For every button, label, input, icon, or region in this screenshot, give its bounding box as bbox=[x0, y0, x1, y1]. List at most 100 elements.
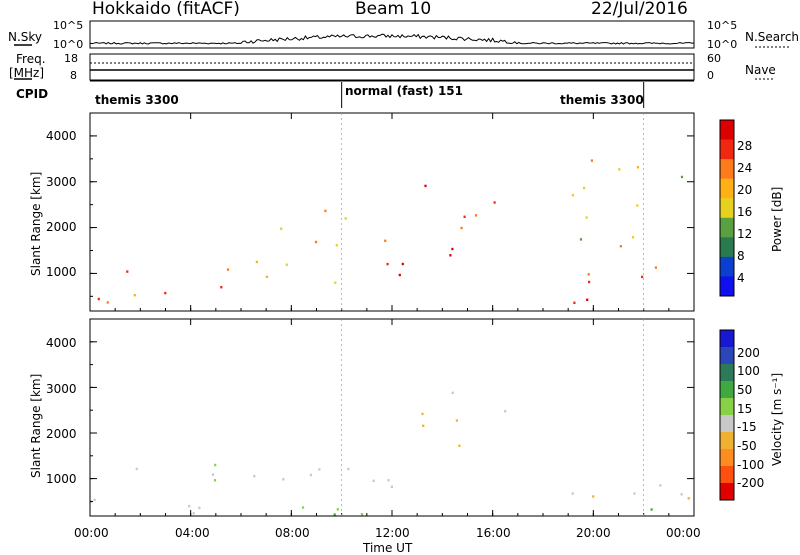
data-cell bbox=[636, 166, 639, 169]
data-cell bbox=[619, 245, 622, 248]
velocity-cbar-frame bbox=[719, 329, 735, 501]
freq-frame bbox=[89, 53, 695, 81]
data-cell bbox=[586, 298, 589, 301]
velocity-cbar-swatch bbox=[720, 381, 734, 399]
freq-label: Freq. bbox=[16, 52, 46, 66]
data-cell bbox=[347, 467, 350, 471]
data-cell bbox=[398, 273, 401, 277]
power-ytick: 4000 bbox=[46, 129, 77, 143]
data-cell bbox=[424, 184, 427, 188]
velocity-heatmap bbox=[90, 391, 690, 516]
freq-tick-bottom: 8 bbox=[70, 69, 77, 82]
data-cell bbox=[659, 484, 662, 487]
data-cell bbox=[590, 159, 593, 162]
data-cell bbox=[579, 238, 583, 241]
data-cell bbox=[650, 508, 653, 511]
data-cell bbox=[220, 286, 223, 289]
data-cell bbox=[460, 226, 463, 230]
nsky-line bbox=[89, 33, 695, 45]
xlabel: Time UT bbox=[363, 541, 413, 555]
velocity-ylabel: Slant Range [km] bbox=[29, 373, 43, 478]
power-cbar-tick: 12 bbox=[737, 227, 753, 241]
data-cell bbox=[421, 412, 424, 416]
power-cbar-tick: 4 bbox=[737, 271, 745, 285]
data-cell bbox=[636, 204, 639, 207]
data-cell bbox=[188, 504, 191, 508]
beam-title: Beam 10 bbox=[355, 0, 432, 19]
power-heatmap bbox=[97, 159, 684, 304]
data-cell bbox=[372, 479, 375, 482]
data-cell bbox=[641, 275, 644, 279]
data-cell bbox=[301, 506, 305, 509]
power-cbar-tick: 28 bbox=[737, 139, 753, 153]
velocity-cbar-swatch bbox=[720, 364, 734, 382]
data-cell bbox=[93, 498, 96, 501]
data-cell bbox=[226, 268, 230, 271]
power-ytick: 2000 bbox=[46, 220, 77, 234]
data-cell bbox=[687, 497, 690, 500]
velocity-cbar-swatch bbox=[720, 483, 734, 501]
power-cbar-tick: 20 bbox=[737, 183, 753, 197]
velocity-cbar-swatch bbox=[720, 347, 734, 365]
data-cell bbox=[335, 244, 338, 247]
data-cell bbox=[633, 492, 636, 495]
data-cell bbox=[587, 273, 590, 276]
data-cell bbox=[106, 301, 109, 304]
power-ytick: 3000 bbox=[46, 175, 77, 189]
data-cell bbox=[126, 270, 129, 273]
data-cell bbox=[583, 186, 586, 190]
data-cell bbox=[680, 175, 684, 179]
data-cell bbox=[455, 419, 458, 422]
data-cell bbox=[253, 475, 256, 478]
velocity-cbar-tick: 50 bbox=[737, 383, 753, 397]
xtick: 16:00 bbox=[476, 526, 511, 540]
data-cell bbox=[318, 468, 321, 471]
data-cell bbox=[504, 410, 507, 413]
power-ylabel: Slant Range [km] bbox=[29, 171, 43, 276]
data-cell bbox=[588, 280, 591, 284]
xtick: 00:00 bbox=[74, 526, 109, 540]
data-cell bbox=[451, 247, 454, 251]
data-cell bbox=[592, 495, 595, 498]
data-cell bbox=[344, 217, 347, 220]
nave-label: Nave bbox=[745, 63, 776, 77]
velocity-cbar-tick: -50 bbox=[737, 439, 757, 453]
data-cell bbox=[654, 266, 657, 269]
data-cell bbox=[280, 227, 283, 230]
data-cell bbox=[314, 240, 318, 244]
data-cell bbox=[474, 214, 478, 217]
velocity-cbar-swatch bbox=[720, 330, 734, 348]
nave-tick-bottom: 0 bbox=[707, 69, 714, 82]
data-cell bbox=[463, 215, 466, 218]
nsky-tick-top: 10^5 bbox=[53, 19, 84, 32]
power-cbar-label: Power [dB] bbox=[770, 186, 784, 252]
data-cell bbox=[680, 493, 683, 496]
freq-tick-top: 18 bbox=[64, 52, 78, 65]
panel-frames bbox=[89, 112, 695, 517]
power-cbar-swatch bbox=[720, 256, 734, 277]
station-title: Hokkaido (fitACF) bbox=[92, 0, 240, 19]
data-cell bbox=[360, 513, 364, 516]
power-cbar-swatch bbox=[720, 198, 734, 219]
power-cbar-swatch bbox=[720, 276, 734, 297]
velocity-cbar-tick: -15 bbox=[737, 420, 757, 434]
data-cell bbox=[334, 281, 337, 284]
data-cell bbox=[192, 512, 195, 515]
data-cell bbox=[211, 473, 215, 476]
data-cell bbox=[387, 479, 390, 482]
velocity-cbar-tick: 100 bbox=[737, 364, 760, 378]
data-cell bbox=[133, 294, 136, 297]
data-cell bbox=[97, 297, 100, 301]
power-cbar-tick: 8 bbox=[737, 249, 745, 263]
xtick: 00:00 bbox=[666, 526, 701, 540]
power-cbar-swatch bbox=[720, 178, 734, 199]
velocity-cbar-swatch bbox=[720, 415, 734, 433]
summary-strip bbox=[14, 20, 790, 108]
velocity-ytick: 4000 bbox=[46, 336, 77, 350]
nsearch-tick-bottom: 10^0 bbox=[707, 38, 738, 51]
velocity-ytick: 2000 bbox=[46, 427, 77, 441]
velocity-cbar-swatch bbox=[720, 398, 734, 416]
velocity-cbar-tick: 15 bbox=[737, 402, 753, 416]
power-ytick: 1000 bbox=[46, 265, 77, 279]
nsky-label: N.Sky bbox=[8, 30, 43, 44]
